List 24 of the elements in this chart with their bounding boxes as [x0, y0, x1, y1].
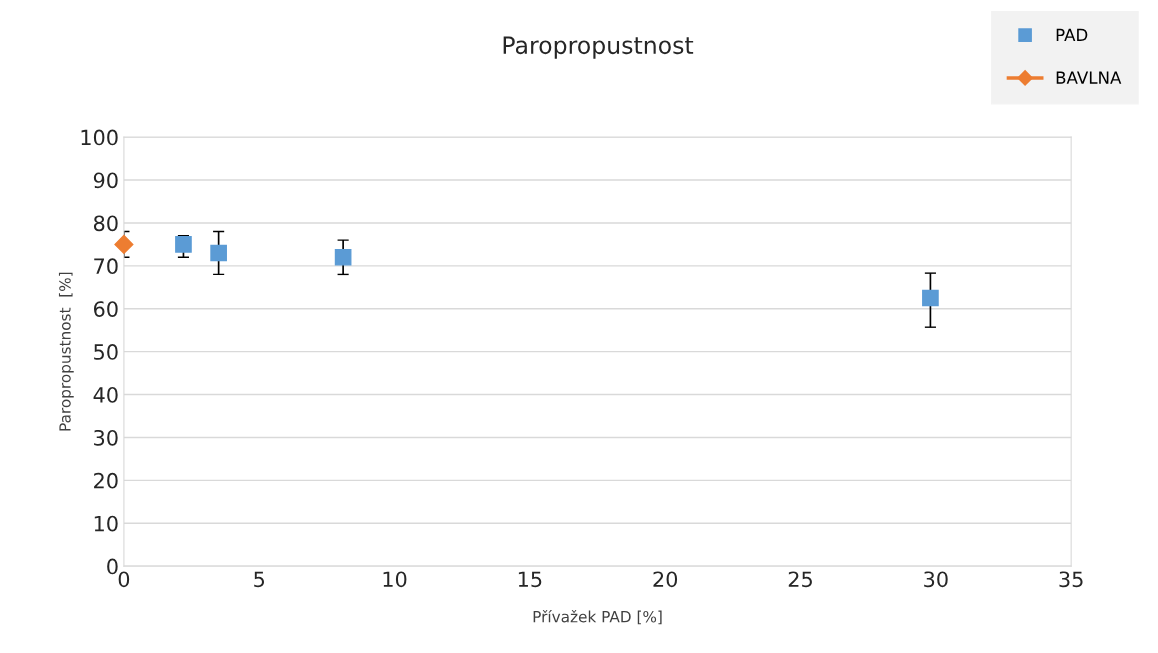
- y-tick-label: 0: [107, 558, 118, 575]
- legend-label: BAVLNA: [1056, 71, 1122, 84]
- x-tick-label: 0: [118, 571, 130, 588]
- y-tick-label: 50: [94, 344, 118, 360]
- y-tick-label: 80: [93, 215, 118, 232]
- x-axis-title: Přívažek PAD [%]: [533, 610, 662, 625]
- x-tick-label: 10: [383, 571, 407, 588]
- chart-title: Paropropustnost: [503, 36, 694, 59]
- y-axis-title: Paropropustnost [%]: [58, 272, 74, 431]
- y-tick-label: 100: [81, 129, 118, 146]
- x-tick-label: 25: [788, 571, 812, 588]
- x-tick-label: 5: [254, 571, 265, 588]
- y-tick-label: 90: [93, 172, 118, 189]
- x-tick-label: 20: [653, 571, 678, 588]
- x-tick-label: 30: [924, 571, 948, 588]
- y-tick-label: 40: [93, 387, 118, 403]
- y-tick-label: 10: [94, 515, 118, 532]
- legend-label: PAD: [1056, 28, 1088, 41]
- x-tick-label: 15: [518, 571, 542, 588]
- y-tick-label: 70: [94, 258, 118, 275]
- y-tick-label: 30: [94, 429, 118, 446]
- y-tick-label: 60: [93, 301, 118, 317]
- x-tick-label: 35: [1059, 571, 1083, 588]
- y-tick-label: 20: [94, 472, 118, 489]
